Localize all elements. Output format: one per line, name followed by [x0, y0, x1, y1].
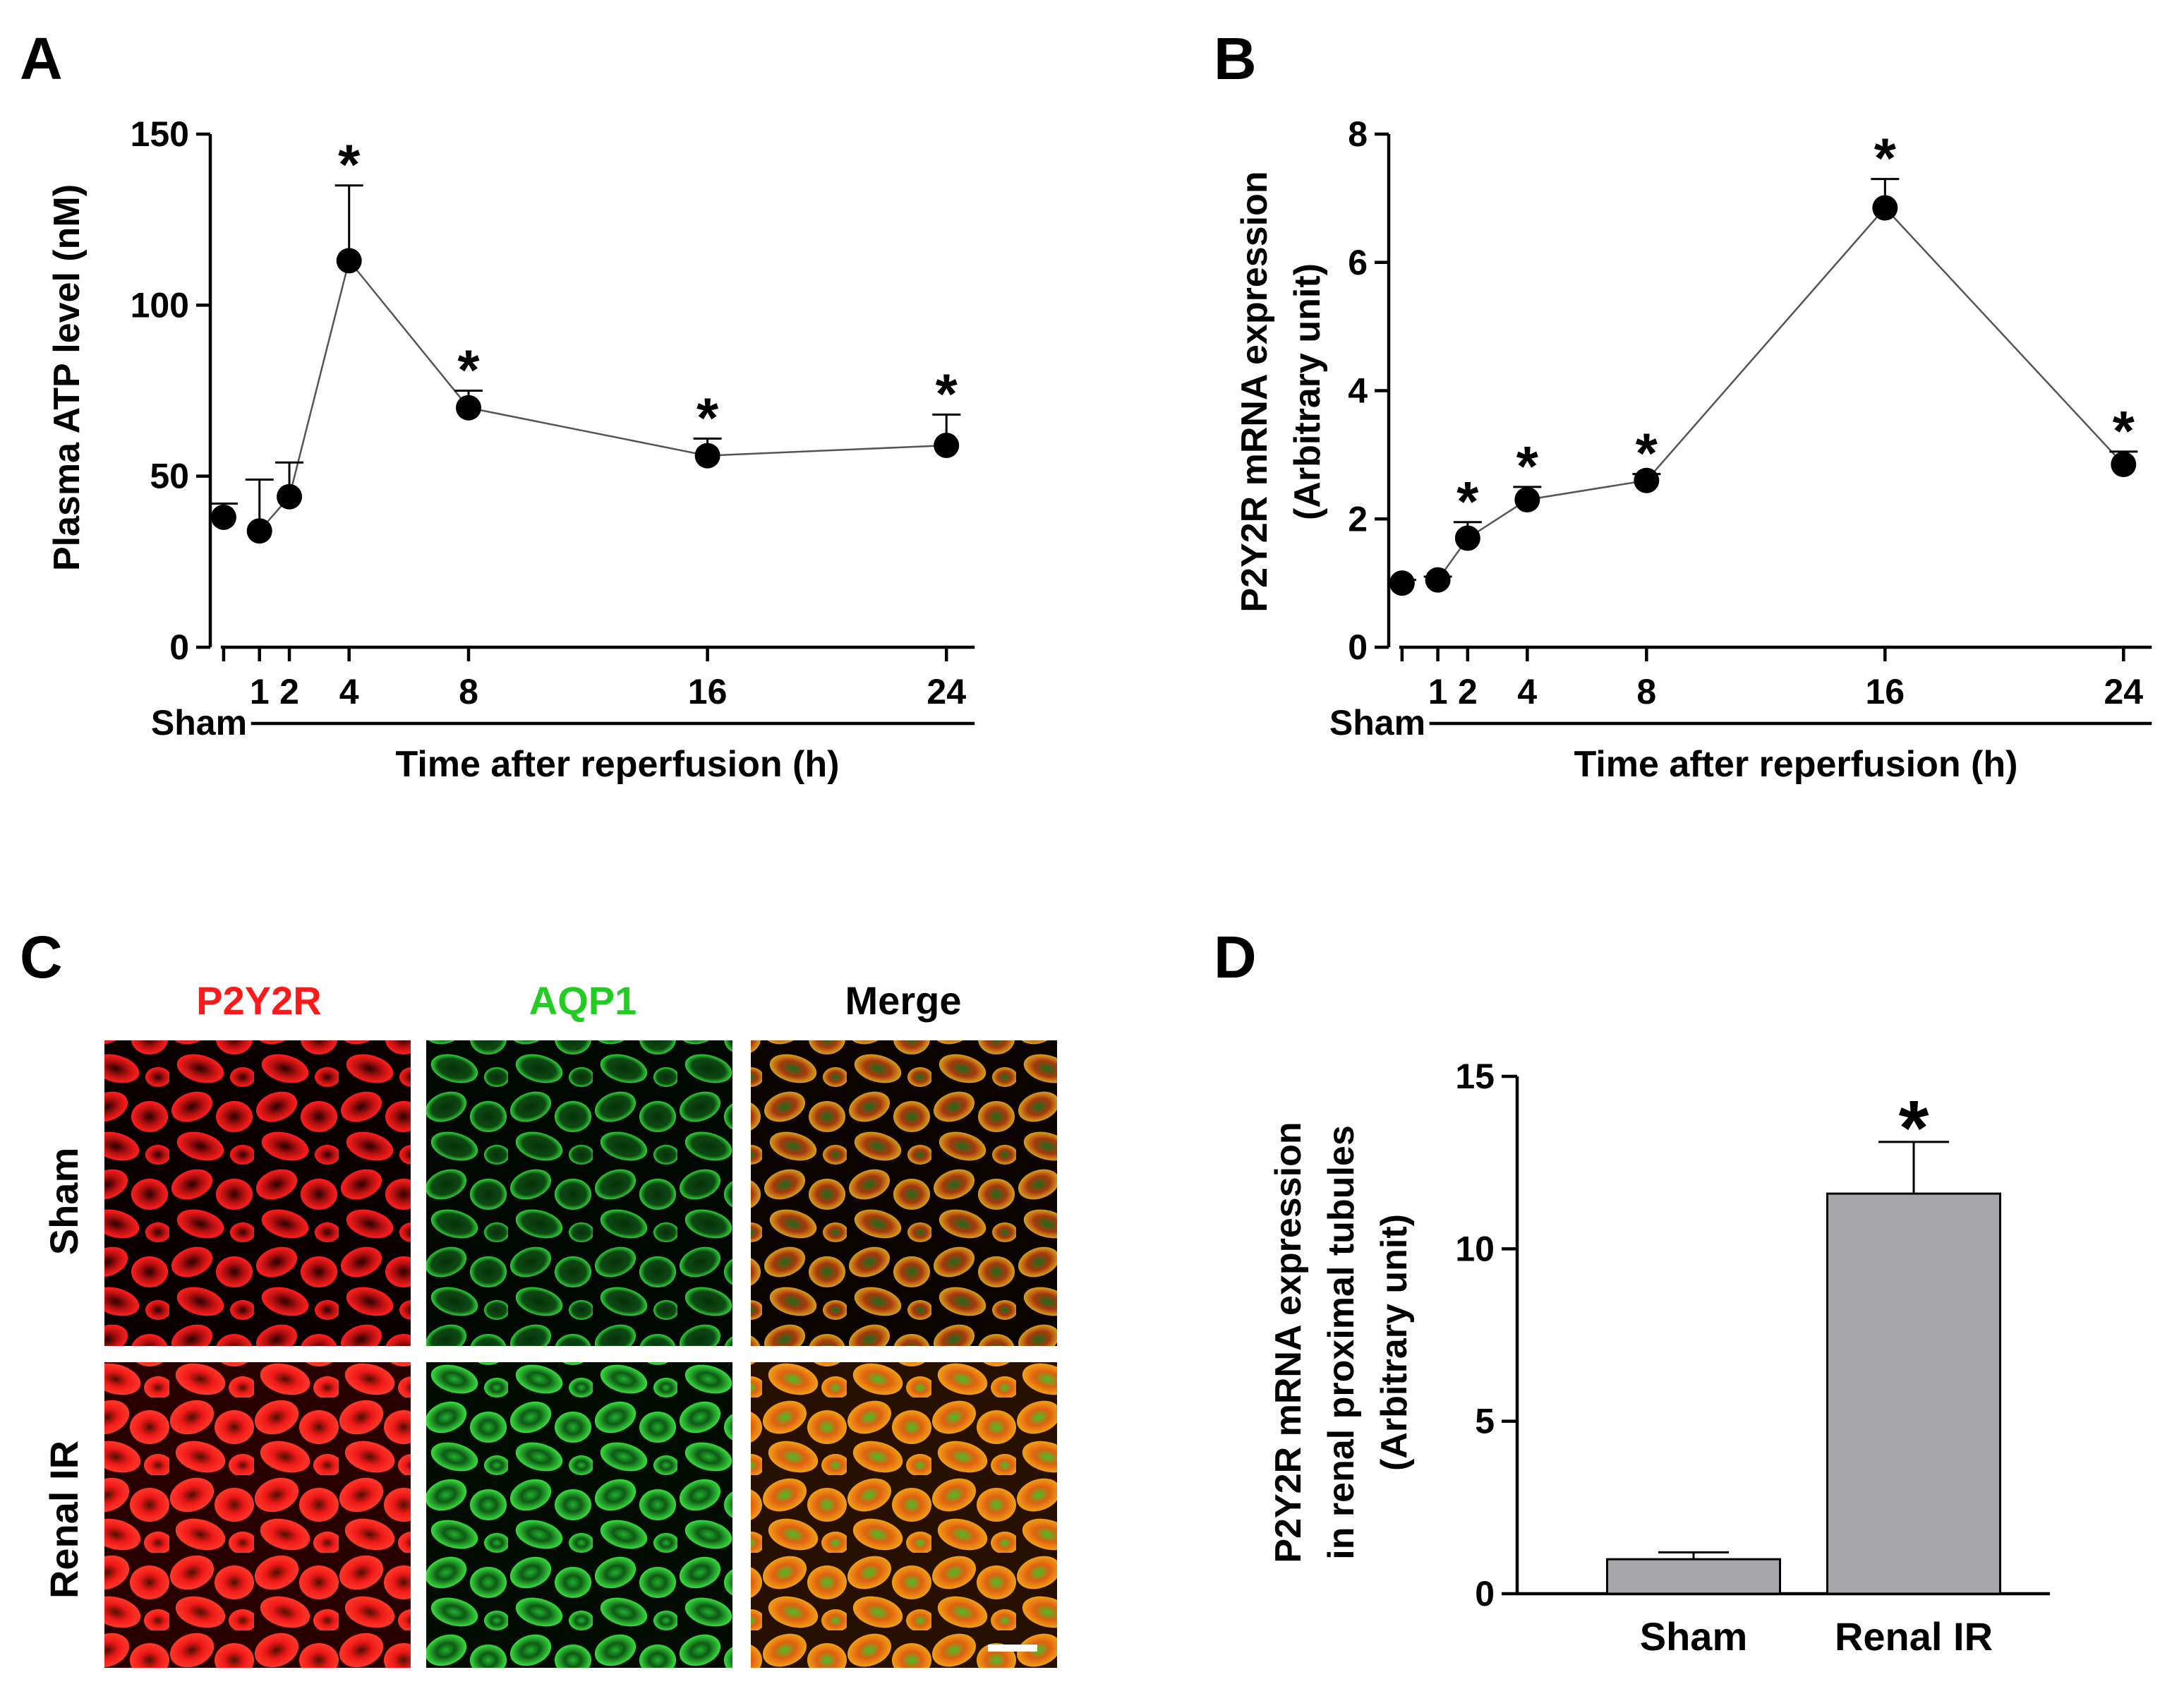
significance-star: * [1456, 470, 1479, 533]
significance-star: * [1516, 435, 1539, 498]
series-line [258, 258, 947, 532]
scale-bar [988, 1645, 1037, 1652]
y-tick-label: 6 [1348, 243, 1368, 282]
data-point [456, 395, 481, 421]
col-label-p2y2r: P2Y2R [196, 978, 321, 1023]
data-point [1872, 195, 1898, 221]
x-tick-label: 1 [1428, 672, 1448, 711]
micrograph-sham-merge [751, 1040, 1057, 1346]
micrograph-renal-ir-aqp1 [426, 1362, 732, 1668]
chart-d: P2Y2R mRNA expression in renal proximal … [1268, 1057, 2050, 1659]
chart-a: Plasma ATP level (nM) Time after reperfu… [47, 114, 975, 785]
y-tick-label: 0 [1348, 627, 1368, 667]
sham-point [1389, 570, 1415, 596]
data-point [934, 433, 960, 459]
y-tick-label: 0 [1475, 1574, 1495, 1613]
chart-a-xlabel: Time after reperfusion (h) [396, 744, 840, 785]
sham-point [210, 504, 236, 530]
x-tick-label: 2 [1458, 672, 1478, 711]
significance-star: * [696, 386, 719, 449]
chart-b-xlabel: Time after reperfusion (h) [1574, 744, 2018, 785]
y-tick-label: 0 [169, 627, 189, 667]
x-tick-label: 8 [1636, 672, 1656, 711]
significance-star: * [2113, 399, 2135, 462]
x-tick-label: 4 [339, 672, 359, 711]
sham-label: Sham [1329, 703, 1425, 743]
micrograph-sham-aqp1 [426, 1040, 732, 1346]
significance-star: * [1636, 422, 1658, 485]
y-tick-label: 50 [150, 457, 189, 496]
y-tick-label: 8 [1348, 114, 1368, 154]
y-tick-label: 2 [1348, 499, 1368, 539]
micrograph-renal-ir-p2y2r [104, 1362, 411, 1668]
data-point [1514, 486, 1540, 512]
x-tick-label: 8 [459, 672, 478, 711]
data-point [336, 248, 362, 274]
y-tick-label: 100 [131, 285, 189, 325]
y-tick-label: 5 [1475, 1402, 1495, 1441]
y-tick-label: 4 [1348, 371, 1368, 411]
data-point [1634, 467, 1660, 493]
x-tick-label: 4 [1517, 672, 1537, 711]
panel-label-c: C [20, 924, 63, 990]
data-point [694, 443, 720, 469]
micrograph-sham-p2y2r [104, 1040, 411, 1346]
significance-star: * [936, 362, 958, 425]
chart-b-ylabel: P2Y2R mRNA expression [1234, 171, 1275, 612]
chart-d-ylabel-line1: P2Y2R mRNA expression [1268, 1122, 1309, 1563]
panel-label-d: D [1214, 924, 1257, 990]
significance-star: * [1899, 1085, 1929, 1172]
y-tick-label: 150 [131, 114, 189, 154]
significance-star: * [1874, 127, 1897, 190]
data-point [1454, 525, 1480, 551]
significance-star: * [338, 133, 361, 196]
col-label-merge: Merge [845, 978, 962, 1023]
y-tick-label: 15 [1455, 1057, 1495, 1096]
panel-label-a: A [20, 25, 63, 92]
chart-b-ylabel-line2: (Arbitrary unit) [1287, 263, 1328, 520]
x-category-label: Renal IR [1835, 1614, 1993, 1659]
chart-d-ylabel-line2: in renal proximal tubules [1321, 1125, 1362, 1559]
y-tick-label: 10 [1455, 1229, 1495, 1268]
data-point [1425, 567, 1451, 593]
data-point [246, 518, 272, 544]
chart-a-ylabel: Plasma ATP level (nM) [47, 184, 88, 571]
x-tick-label: 16 [688, 672, 728, 711]
x-tick-label: 2 [279, 672, 299, 711]
data-point [277, 483, 303, 510]
x-category-label: Sham [1640, 1614, 1748, 1659]
panel-label-b: B [1214, 25, 1257, 92]
row-label-sham: Sham [42, 1148, 86, 1256]
x-tick-label: 24 [927, 672, 966, 711]
sham-label: Sham [151, 703, 247, 743]
x-tick-label: 24 [2104, 672, 2143, 711]
chart-b: P2Y2R mRNA expression (Arbitrary unit) T… [1234, 114, 2152, 785]
micrograph-renal-ir-merge [751, 1362, 1057, 1668]
row-label-renal-ir: Renal IR [42, 1441, 86, 1599]
x-tick-label: 16 [1866, 672, 1905, 711]
significance-star: * [457, 339, 480, 402]
bar-renal-ir [1826, 1192, 2001, 1595]
bar-sham [1606, 1558, 1781, 1595]
chart-d-ylabel-line3: (Arbitrary unit) [1374, 1214, 1415, 1471]
data-point [2111, 452, 2137, 478]
series-line [1437, 206, 2125, 581]
x-tick-label: 1 [250, 672, 270, 711]
col-label-aqp1: AQP1 [529, 978, 637, 1023]
panel-c-micrographs: P2Y2R AQP1 Merge Sham Renal IR [42, 978, 1057, 1668]
